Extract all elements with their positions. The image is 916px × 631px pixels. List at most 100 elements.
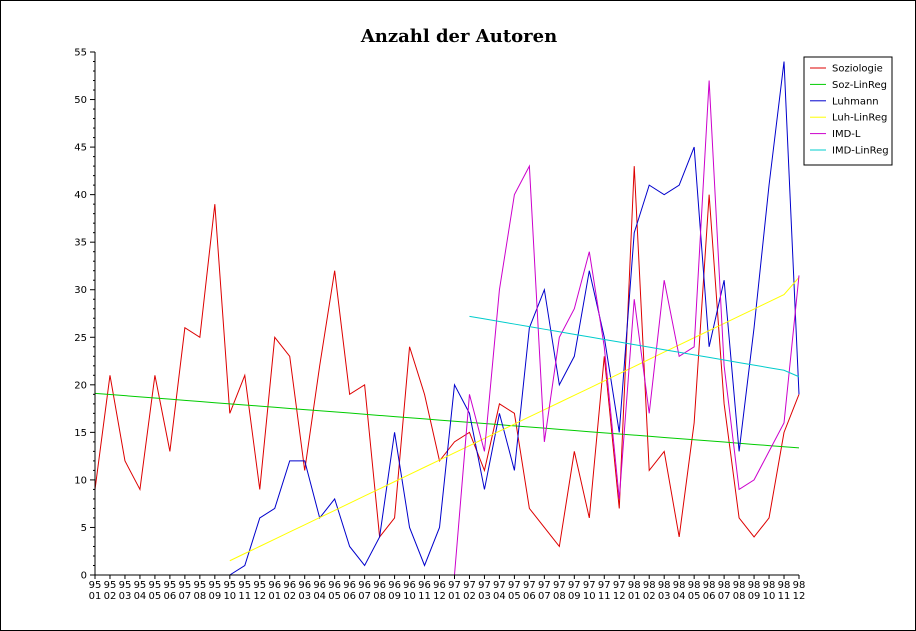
x-tick-label-year: 97 bbox=[478, 580, 491, 591]
legend: Soziologie Soz-LinReg Luhmann Luh-LinReg IMD… bbox=[803, 56, 893, 166]
series-line-5 bbox=[469, 315, 800, 378]
x-tick-label-month: 06 bbox=[343, 591, 356, 602]
x-tick-label-month: 07 bbox=[358, 591, 371, 602]
x-tick-label-year: 97 bbox=[613, 580, 626, 591]
x-tick-label-year: 98 bbox=[703, 580, 716, 591]
x-tick-label-month: 06 bbox=[703, 591, 716, 602]
y-tick-label: 40 bbox=[74, 190, 87, 201]
x-tick-label-year: 98 bbox=[793, 580, 806, 591]
x-tick-label-year: 97 bbox=[508, 580, 521, 591]
x-tick-label-month: 03 bbox=[658, 591, 671, 602]
x-tick-label-year: 95 bbox=[119, 580, 132, 591]
x-tick-label-year: 97 bbox=[523, 580, 536, 591]
x-tick-label-month: 03 bbox=[119, 591, 132, 602]
x-tick-label-month: 12 bbox=[253, 591, 266, 602]
x-tick-label-month: 04 bbox=[673, 591, 686, 602]
series-layer bbox=[94, 61, 800, 576]
y-tick-label: 5 bbox=[81, 523, 87, 534]
y-tick-label: 45 bbox=[74, 143, 87, 154]
x-tick-label-month: 05 bbox=[688, 591, 701, 602]
legend-label: IMD-LinReg bbox=[832, 146, 889, 157]
x-tick-label-month: 09 bbox=[388, 591, 401, 602]
x-tick-label-month: 07 bbox=[538, 591, 551, 602]
x-tick-label-month: 02 bbox=[643, 591, 656, 602]
legend-label: IMD-L bbox=[832, 129, 861, 140]
x-tick-label-year: 95 bbox=[238, 580, 251, 591]
series-line-0 bbox=[94, 166, 800, 548]
x-tick-label-year: 98 bbox=[673, 580, 686, 591]
x-tick-label-year: 95 bbox=[164, 580, 177, 591]
x-tick-label-year: 95 bbox=[253, 580, 266, 591]
x-tick-label-year: 95 bbox=[223, 580, 236, 591]
x-tick-label-month: 06 bbox=[523, 591, 536, 602]
x-tick-label-month: 03 bbox=[478, 591, 491, 602]
x-tick-label-year: 96 bbox=[343, 580, 356, 591]
x-tick-label-year: 95 bbox=[149, 580, 162, 591]
x-tick-label-year: 95 bbox=[208, 580, 221, 591]
legend-box bbox=[803, 56, 893, 166]
y-tick-label: 35 bbox=[74, 238, 87, 249]
x-tick-label-year: 98 bbox=[778, 580, 791, 591]
x-tick-label-month: 01 bbox=[628, 591, 641, 602]
series-line-4 bbox=[453, 80, 800, 576]
series-line-1 bbox=[94, 392, 800, 449]
x-tick-label-year: 96 bbox=[358, 580, 371, 591]
x-tick-label-year: 96 bbox=[268, 580, 281, 591]
x-tick-label-year: 96 bbox=[388, 580, 401, 591]
x-tick-label-month: 11 bbox=[598, 591, 611, 602]
x-tick-label-month: 11 bbox=[418, 591, 431, 602]
x-tick-label-month: 09 bbox=[568, 591, 581, 602]
x-tick-label-month: 02 bbox=[463, 591, 476, 602]
x-tick-label-year: 98 bbox=[718, 580, 731, 591]
x-tick-label-year: 95 bbox=[104, 580, 117, 591]
x-tick-label-month: 03 bbox=[298, 591, 311, 602]
legend-label: Luhmann bbox=[832, 96, 879, 107]
y-tick-label: 15 bbox=[74, 428, 87, 439]
x-tick-label-month: 02 bbox=[104, 591, 117, 602]
x-tick-label-month: 10 bbox=[763, 591, 776, 602]
x-tick-label-year: 96 bbox=[328, 580, 341, 591]
x-tick-label-year: 98 bbox=[643, 580, 656, 591]
x-tick-label-month: 12 bbox=[433, 591, 446, 602]
x-tick-label-year: 97 bbox=[598, 580, 611, 591]
x-tick-label-year: 97 bbox=[448, 580, 461, 591]
x-tick-label-month: 10 bbox=[403, 591, 416, 602]
x-tick-label-month: 01 bbox=[448, 591, 461, 602]
y-tick-label: 30 bbox=[74, 285, 87, 296]
x-tick-label-year: 97 bbox=[493, 580, 506, 591]
y-tick-label: 0 bbox=[81, 571, 87, 582]
x-tick-label-month: 02 bbox=[283, 591, 296, 602]
x-tick-label-year: 98 bbox=[658, 580, 671, 591]
y-tick-label: 25 bbox=[74, 333, 87, 344]
x-tick-label-month: 10 bbox=[583, 591, 596, 602]
x-tick-label-year: 96 bbox=[298, 580, 311, 591]
x-tick-label-month: 10 bbox=[223, 591, 236, 602]
x-tick-label-year: 96 bbox=[283, 580, 296, 591]
x-tick-label-month: 07 bbox=[179, 591, 192, 602]
chart-title: Anzahl der Autoren bbox=[360, 26, 557, 47]
legend-label: Luh-LinReg bbox=[832, 113, 887, 124]
x-tick-label-year: 97 bbox=[553, 580, 566, 591]
x-tick-label-month: 01 bbox=[268, 591, 281, 602]
x-tick-label-month: 09 bbox=[748, 591, 761, 602]
y-tick-label: 55 bbox=[74, 48, 87, 59]
x-tick-label-year: 96 bbox=[403, 580, 416, 591]
x-tick-label-year: 97 bbox=[568, 580, 581, 591]
x-tick-label-month: 09 bbox=[208, 591, 221, 602]
y-tick-label: 10 bbox=[74, 475, 87, 486]
axes-layer: 0510152025303540455055950195029503950495… bbox=[74, 48, 805, 603]
x-tick-label-month: 08 bbox=[193, 591, 206, 602]
x-tick-label-year: 97 bbox=[538, 580, 551, 591]
x-tick-label-month: 12 bbox=[793, 591, 806, 602]
x-tick-label-year: 95 bbox=[89, 580, 102, 591]
x-tick-label-month: 08 bbox=[733, 591, 746, 602]
x-tick-label-year: 95 bbox=[179, 580, 192, 591]
x-tick-label-year: 98 bbox=[688, 580, 701, 591]
x-tick-label-year: 98 bbox=[748, 580, 761, 591]
x-tick-label-month: 05 bbox=[508, 591, 521, 602]
x-tick-label-month: 04 bbox=[493, 591, 506, 602]
x-tick-label-month: 05 bbox=[328, 591, 341, 602]
x-tick-label-year: 96 bbox=[433, 580, 446, 591]
x-tick-label-year: 96 bbox=[418, 580, 431, 591]
